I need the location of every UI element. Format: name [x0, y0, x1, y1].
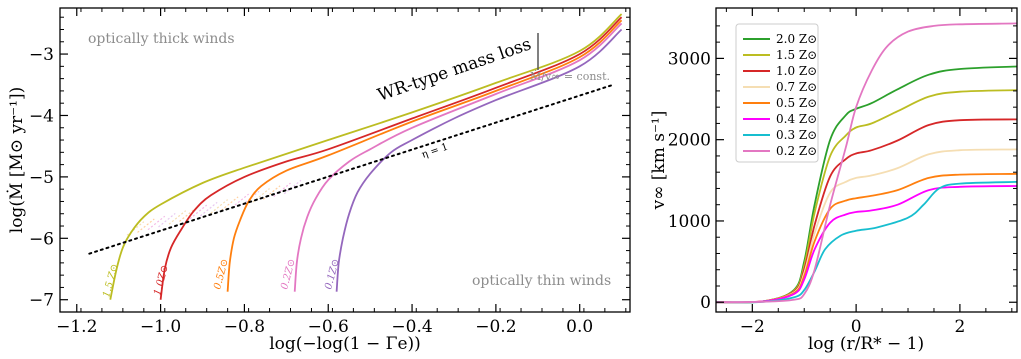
left-y-tick-label: −5 — [29, 168, 54, 188]
left-x-tick-label: −0.6 — [308, 317, 349, 337]
left-y-tick-label: −3 — [29, 45, 54, 65]
hatch-mark — [273, 182, 291, 198]
hatch-mark — [168, 210, 187, 225]
right-y-tick-label: 1000 — [668, 212, 711, 232]
hatch-mark — [283, 179, 302, 195]
eta-label: η = 1 — [420, 142, 449, 161]
left-x-tick-label: −0.8 — [224, 317, 265, 337]
right-x-axis-label: log (r/R* − 1) — [808, 334, 924, 354]
left-panel: optically thick winds optically thin win… — [6, 7, 631, 354]
eta-unity-line — [88, 83, 615, 255]
hatch-mark — [137, 218, 155, 233]
hatch-mark — [262, 185, 281, 200]
hatch-mark — [220, 196, 239, 211]
right-x-tick-label: −2 — [740, 317, 765, 337]
mdot-curve-0.2 — [293, 22, 623, 292]
hatch-mark — [189, 204, 208, 220]
curve-label-1.0: 1.0Z⊙ — [152, 264, 171, 297]
mdot-curve-1.5 — [109, 13, 623, 300]
legend-label-0.7: 0.7 Z⊙ — [776, 80, 817, 94]
hatch-mark — [252, 188, 270, 203]
right-axes: −2 0 2 0 1000 2000 3000 — [668, 8, 1017, 337]
legend-entries: 2.0 Z⊙ 1.5 Z⊙ 1.0 Z⊙ 0.7 Z⊙ 0.5 Z⊙ 0.4 Z⊙ 0.3 … — [743, 32, 817, 158]
curve-label-0.1: 0.1Z⊙ — [323, 258, 342, 291]
left-x-tick-label: 0.0 — [566, 317, 593, 337]
curve-label-1.5: 1.5 Z⊙ — [101, 263, 121, 299]
right-curves — [716, 22, 1017, 304]
left-x-tick-label: −1.0 — [140, 317, 181, 337]
hatch-mark — [231, 193, 249, 209]
hatch-mark — [210, 199, 229, 214]
hatch-mark — [158, 212, 176, 228]
hatch-mark — [147, 215, 166, 231]
velocity-curve-0.3 — [716, 181, 1017, 304]
legend-box — [735, 23, 819, 163]
velocity-curve-0.4 — [716, 185, 1017, 304]
left-x-tick-label: −0.4 — [391, 317, 432, 337]
left-y-tick-label: −6 — [29, 229, 54, 249]
mdot-curve-0.5 — [226, 19, 623, 292]
right-y-tick-label: 3000 — [668, 49, 711, 69]
legend-label-0.5: 0.5 Z⊙ — [776, 96, 817, 110]
left-x-tick-label: −1.2 — [56, 317, 97, 337]
left-y-tick-label: −7 — [29, 291, 54, 311]
hatch-mark — [126, 221, 145, 236]
legend-label-0.4: 0.4 Z⊙ — [776, 112, 817, 126]
legend-label-0.3: 0.3 Z⊙ — [776, 128, 817, 142]
velocity-curve-0.5 — [716, 172, 1017, 304]
hatch-mark — [200, 201, 218, 217]
right-y-tick-label: 0 — [700, 293, 711, 313]
legend-label-2.0: 2.0 Z⊙ — [776, 32, 817, 46]
left-hatch-region — [126, 179, 302, 236]
right-plot-frame — [715, 7, 1018, 313]
left-y-tick-label: −4 — [29, 106, 54, 126]
legend: 2.0 Z⊙ 1.5 Z⊙ 1.0 Z⊙ 0.7 Z⊙ 0.5 Z⊙ 0.4 Z⊙ 0.3 … — [735, 23, 819, 163]
right-x-tick-label: 0 — [851, 317, 862, 337]
legend-label-1.5: 1.5 Z⊙ — [776, 48, 817, 62]
legend-label-1.0: 1.0 Z⊙ — [776, 64, 817, 78]
left-x-tick-label: −0.2 — [475, 317, 516, 337]
left-y-axis-label: log(Ṁ [M⊙ yr⁻¹]) — [6, 87, 27, 233]
optically-thick-label: optically thick winds — [88, 31, 235, 47]
mdot-curve-1.0 — [159, 16, 623, 300]
right-x-tick-label: 2 — [954, 317, 965, 337]
left-axes: −1.2 −1.0 −0.8 −0.6 −0.4 −0.2 0.0 −3 −4 −5 −6 −7 — [29, 8, 630, 337]
right-panel: −2 0 2 0 1000 2000 3000 2.0 Z⊙ 1.5 Z⊙ 1.0 Z⊙ 0.7 … — [649, 7, 1018, 354]
legend-label-0.2: 0.2 Z⊙ — [776, 144, 817, 158]
mdot-vinf-const-label: Ṁ/v∞ = const. — [530, 69, 610, 83]
velocity-curve-0.7 — [716, 148, 1017, 304]
left-plot-frame — [59, 7, 631, 313]
hatch-mark — [241, 190, 260, 206]
optically-thin-label: optically thin winds — [472, 273, 611, 289]
left-curves — [88, 13, 623, 300]
right-y-tick-label: 2000 — [668, 131, 711, 151]
velocity-curve-0.2 — [716, 22, 1017, 304]
right-y-axis-label: v∞ [km s⁻¹] — [649, 111, 669, 211]
left-x-axis-label: log(−log(1 − Γe)) — [269, 334, 421, 354]
